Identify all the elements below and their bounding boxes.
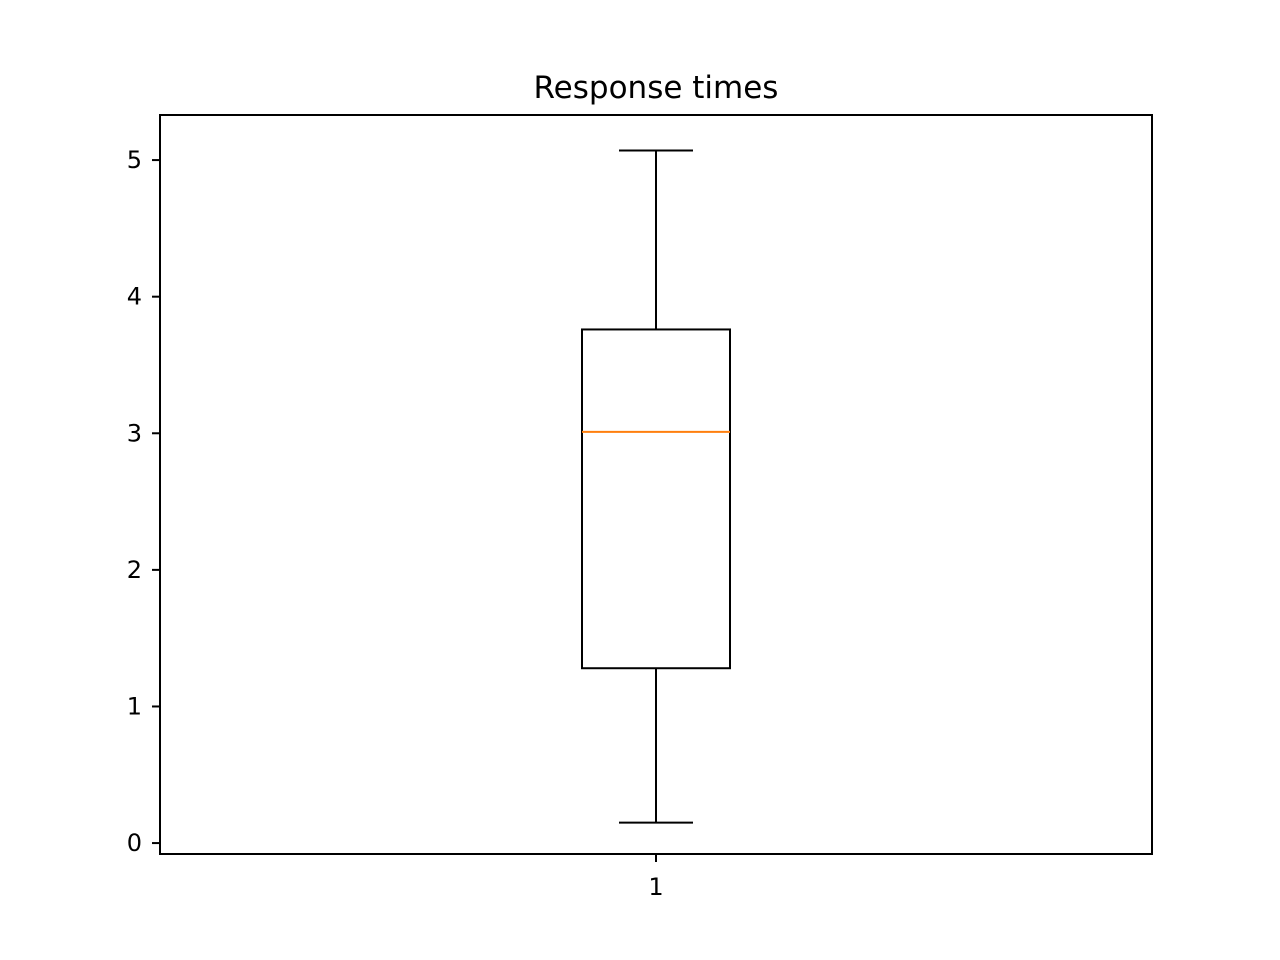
plot-area bbox=[581, 149, 731, 824]
iqr-box bbox=[581, 328, 731, 670]
y-tick-label: 1 bbox=[127, 692, 142, 720]
axes: 0 1 2 3 4 5 1 bbox=[127, 114, 1153, 901]
y-tick-label: 4 bbox=[127, 283, 142, 311]
y-tick-label: 0 bbox=[127, 829, 142, 857]
y-tick-label: 2 bbox=[127, 556, 142, 584]
chart-title: Response times bbox=[534, 70, 779, 106]
y-tick-label: 3 bbox=[127, 419, 142, 447]
y-tick-label: 5 bbox=[127, 146, 142, 174]
x-tick-label: 1 bbox=[648, 873, 663, 901]
